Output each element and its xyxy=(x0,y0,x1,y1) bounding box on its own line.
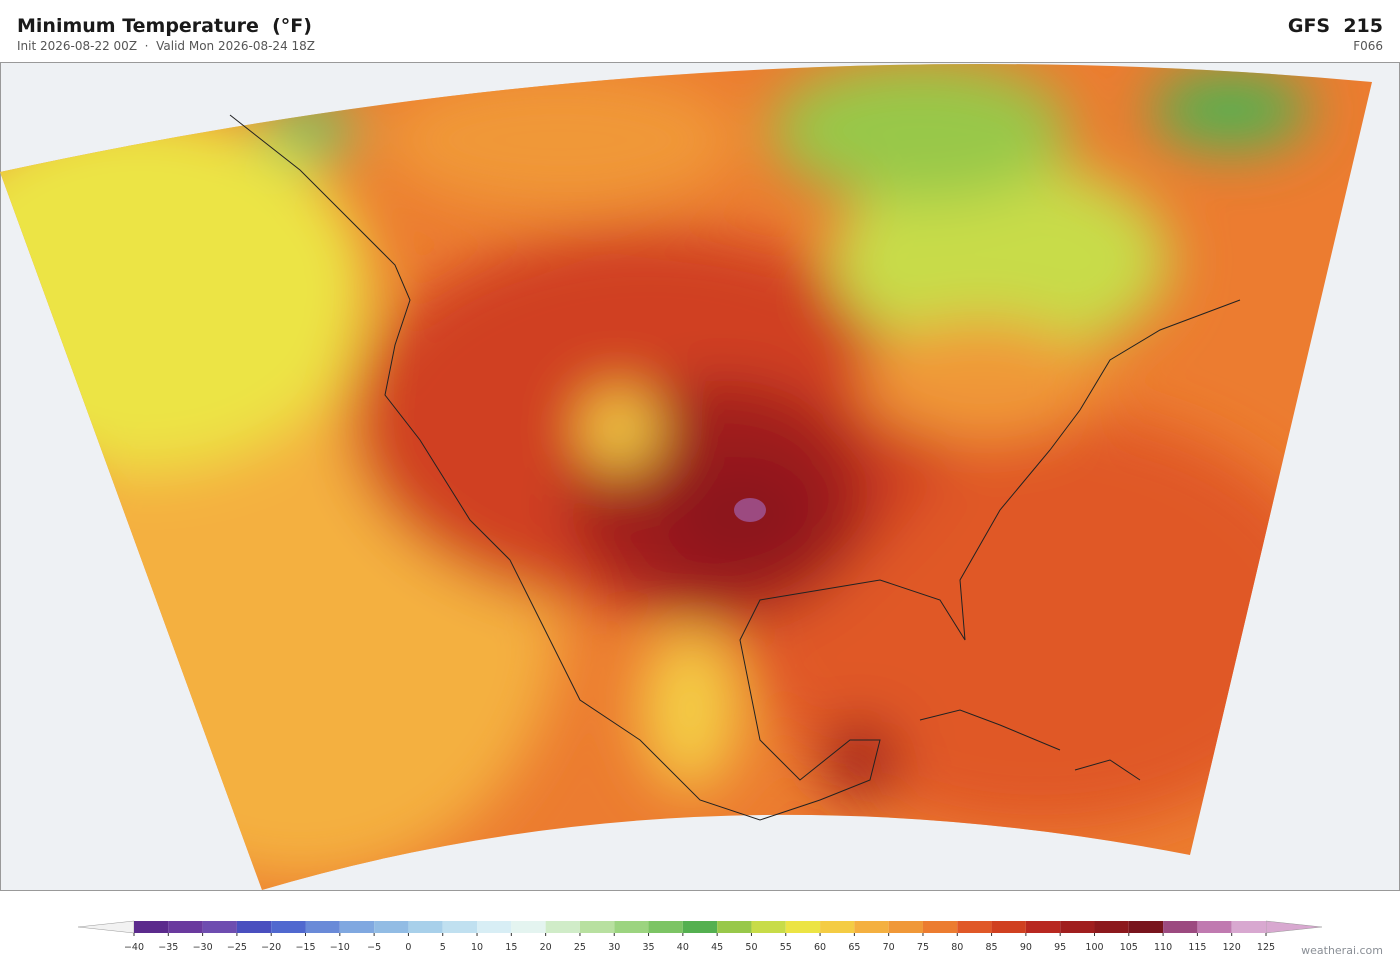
colorbar-tick-label: −40 xyxy=(124,942,144,953)
colorbar-under xyxy=(77,920,135,934)
colorbar-tick-label: −15 xyxy=(295,942,315,953)
colorbar-tick-label: −35 xyxy=(158,942,178,953)
colorbar-bin xyxy=(305,921,340,933)
model-label: GFS 215 xyxy=(1287,15,1383,37)
colorbar-tick-label: 25 xyxy=(574,942,586,953)
colorbar-tick-label: 40 xyxy=(677,942,689,953)
coastlines xyxy=(229,114,1241,821)
colorbar-bin xyxy=(614,921,649,933)
colorbar-tick-label: 5 xyxy=(440,942,446,953)
colorbar-tick-label: 60 xyxy=(814,942,826,953)
colorbar-tick-label: 125 xyxy=(1257,942,1275,953)
colorbar-bin xyxy=(1231,921,1266,933)
colorbar-bin xyxy=(442,921,478,933)
colorbar-tick-label: 65 xyxy=(848,942,860,953)
colorbar-bin xyxy=(957,921,992,933)
colorbar-bin xyxy=(1025,921,1061,933)
colorbar-bin xyxy=(1163,921,1198,933)
colorbar-bin xyxy=(202,921,237,933)
colorbar-tick-label: 85 xyxy=(986,942,998,953)
colorbar-bin xyxy=(922,921,958,933)
colorbar-bin xyxy=(785,921,821,933)
colorbar-bin xyxy=(991,921,1026,933)
colorbar-tick-label: 20 xyxy=(540,942,552,953)
colorbar-over xyxy=(1265,920,1323,934)
colorbar-bin xyxy=(477,921,512,933)
colorbar-bin xyxy=(1060,921,1095,933)
colorbar-bin xyxy=(1197,921,1232,933)
colorbar-bin xyxy=(374,921,409,933)
colorbar-bin xyxy=(545,921,580,933)
colorbar-tick-label: 115 xyxy=(1188,942,1206,953)
colorbar-bin xyxy=(271,921,306,933)
colorbar-tick-label: 80 xyxy=(951,942,963,953)
colorbar-tick-label: 90 xyxy=(1020,942,1032,953)
colorbar-bin xyxy=(511,921,546,933)
colorbar-bin xyxy=(134,921,169,933)
colorbar-bin xyxy=(888,921,923,933)
colorbar-tick-label: 100 xyxy=(1085,942,1103,953)
colorbar-tick-label: 105 xyxy=(1120,942,1138,953)
colorbar-tick-label: 10 xyxy=(471,942,483,953)
colorbar-tick-label: −25 xyxy=(227,942,247,953)
colorbar-bin xyxy=(408,921,443,933)
colorbar-bin xyxy=(682,921,718,933)
colorbar-tick-label: −5 xyxy=(367,942,381,953)
colorbar-bin xyxy=(1128,921,1164,933)
colorbar-tick-label: 0 xyxy=(405,942,411,953)
colorbar-bin xyxy=(820,921,855,933)
subtitle: Init 2026-08-22 00Z · Valid Mon 2026-08-… xyxy=(17,39,316,53)
colorbar-tick-label: 45 xyxy=(711,942,723,953)
colorbar-tick-label: 35 xyxy=(642,942,654,953)
colorbar-tick-label: 120 xyxy=(1223,942,1241,953)
colorbar-tick-label: −30 xyxy=(193,942,213,953)
title: Minimum Temperature (°F) xyxy=(17,15,312,37)
watermark: weatherai.com xyxy=(1301,944,1383,957)
colorbar-tick-label: 95 xyxy=(1054,942,1066,953)
colorbar-tick-label: 75 xyxy=(917,942,929,953)
colorbar-bin xyxy=(854,921,889,933)
colorbar-bin xyxy=(648,921,683,933)
colorbar-bin xyxy=(168,921,203,933)
colorbar-tick-label: 30 xyxy=(608,942,620,953)
colorbar-bin xyxy=(236,921,272,933)
colorbar-tick-label: 55 xyxy=(780,942,792,953)
colorbar-bin xyxy=(1094,921,1129,933)
colorbar-tick-label: −20 xyxy=(261,942,281,953)
colorbar-tick-label: 15 xyxy=(505,942,517,953)
forecast-hour: F066 xyxy=(1353,39,1383,53)
colorbar-tick-label: 110 xyxy=(1154,942,1172,953)
colorbar-tick-label: 50 xyxy=(745,942,757,953)
colorbar-tick-label: 70 xyxy=(883,942,895,953)
colorbar-bin xyxy=(717,921,752,933)
colorbar-bin xyxy=(339,921,375,933)
colorbar-bin xyxy=(751,921,786,933)
colorbar-bin xyxy=(579,921,615,933)
colorbar-tick-label: −10 xyxy=(330,942,350,953)
